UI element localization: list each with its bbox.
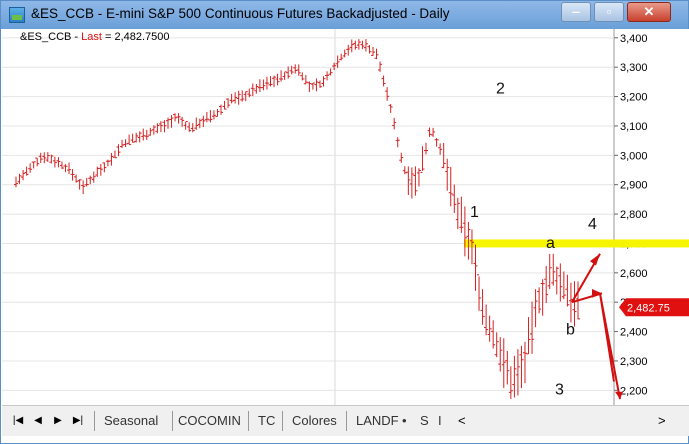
- plot-background: [2, 29, 689, 405]
- y-tick-label: 3,000: [620, 150, 648, 162]
- support-level-band: [464, 239, 689, 248]
- y-tick-label: 3,400: [620, 33, 648, 45]
- wave-label: 2: [496, 81, 505, 98]
- arrow-head: [615, 391, 623, 400]
- tab-divider: [94, 411, 95, 431]
- wave-label: 4: [588, 216, 597, 233]
- last-price-label: 2,482.75: [627, 302, 670, 314]
- title-bar[interactable]: &ES_CCB - E-mini S&P 500 Continuous Futu…: [1, 1, 688, 29]
- close-icon: ✕: [643, 4, 655, 19]
- maximize-button[interactable]: ▫: [594, 2, 624, 22]
- field-label: Last: [81, 31, 102, 43]
- chart-svg[interactable]: 3,4003,3003,2003,1003,0002,9002,8002,700…: [2, 29, 689, 405]
- price-chart[interactable]: 3,4003,3003,2003,1003,0002,9002,8002,700…: [2, 29, 689, 405]
- arrow-head: [592, 288, 602, 298]
- tab-extra-s[interactable]: S: [420, 413, 429, 428]
- wave-label: a: [546, 235, 555, 252]
- first-button[interactable]: |◀: [12, 415, 24, 426]
- minimize-button[interactable]: ‒: [561, 2, 591, 22]
- tab-scroll-left[interactable]: <: [458, 413, 466, 428]
- projection-arrows: [571, 253, 621, 400]
- tab-scroll-right[interactable]: >: [658, 413, 666, 428]
- bottom-toolbar: |◀ ◀ ▶ ▶| Seasonal COCOMIN TC Colores LA…: [2, 405, 689, 436]
- last-button[interactable]: ▶|: [72, 415, 84, 426]
- wave-label: 1: [470, 204, 479, 221]
- tab-extra-i[interactable]: I: [438, 413, 442, 428]
- y-tick-label: 2,800: [620, 209, 648, 221]
- minimize-icon: ‒: [572, 4, 580, 19]
- app-icon: [9, 7, 25, 23]
- wave-label: b: [566, 322, 575, 339]
- close-button[interactable]: ✕: [627, 2, 671, 22]
- maximize-icon: ▫: [606, 4, 612, 19]
- tab-landf[interactable]: LANDF: [356, 413, 399, 428]
- wave-label: 3: [555, 382, 564, 399]
- y-tick-label: 3,300: [620, 62, 648, 74]
- window-title: &ES_CCB - E-mini S&P 500 Continuous Futu…: [31, 6, 450, 21]
- symbol-label: &ES_CCB -: [20, 31, 82, 43]
- next-button[interactable]: ▶: [54, 415, 62, 426]
- tab-seasonal[interactable]: Seasonal: [104, 413, 159, 428]
- tab-colores[interactable]: Colores: [292, 413, 337, 428]
- tab-divider: [248, 411, 249, 431]
- y-tick-label: 3,100: [620, 121, 648, 133]
- y-tick-label: 2,400: [620, 327, 648, 339]
- y-tick-label: 2,200: [620, 385, 648, 397]
- tab-tc[interactable]: TC: [258, 413, 276, 428]
- y-tick-label: 2,900: [620, 180, 648, 192]
- tab-extra-dot[interactable]: •: [402, 413, 407, 428]
- arrow-head: [590, 253, 600, 266]
- tab-divider: [172, 411, 173, 431]
- tab-cocomin[interactable]: COCOMIN: [178, 413, 241, 428]
- tab-divider: [346, 411, 347, 431]
- prev-button[interactable]: ◀: [34, 415, 42, 426]
- tab-divider: [282, 411, 283, 431]
- y-tick-label: 2,300: [620, 356, 648, 368]
- last-price-flag: [619, 298, 689, 317]
- y-tick-label: 2,600: [620, 268, 648, 280]
- y-tick-label: 3,200: [620, 92, 648, 104]
- info-line: &ES_CCB - Last = 2,482.7500: [20, 31, 170, 43]
- last-value: = 2,482.7500: [101, 31, 170, 43]
